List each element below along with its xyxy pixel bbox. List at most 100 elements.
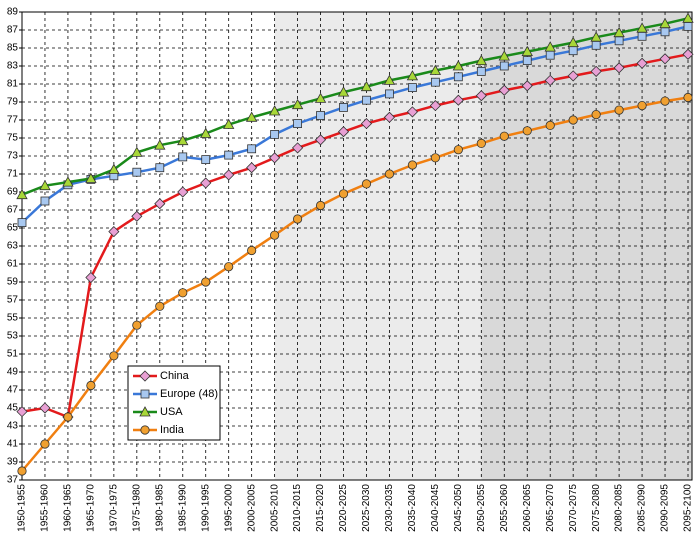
y-tick-label: 83 xyxy=(7,61,19,72)
y-tick-label: 73 xyxy=(7,151,19,162)
y-tick-label: 69 xyxy=(7,187,19,198)
x-tick-label: 2050-2055 xyxy=(476,484,487,532)
y-tick-label: 37 xyxy=(7,475,19,486)
x-tick-label: 2000-2005 xyxy=(246,484,257,532)
data-point xyxy=(247,144,257,154)
x-tick-label: 2040-2045 xyxy=(430,484,441,532)
data-point xyxy=(429,100,441,112)
data-point xyxy=(360,118,373,130)
data-point xyxy=(292,142,304,154)
data-point xyxy=(544,74,556,86)
y-tick-label: 55 xyxy=(7,313,19,324)
data-point xyxy=(385,89,394,99)
data-point xyxy=(178,288,188,298)
data-point xyxy=(200,177,212,189)
data-point xyxy=(521,45,533,56)
y-tick-label: 87 xyxy=(7,25,19,36)
data-point xyxy=(591,40,601,50)
data-point xyxy=(108,226,120,238)
y-tick-label: 57 xyxy=(7,295,19,306)
data-point xyxy=(545,50,555,60)
data-point xyxy=(406,70,419,81)
data-point xyxy=(452,94,464,106)
data-point xyxy=(291,98,304,110)
data-point xyxy=(62,176,74,187)
x-tick-label: 1965-1970 xyxy=(86,484,97,532)
data-point xyxy=(40,439,50,449)
data-point xyxy=(16,406,28,418)
data-point xyxy=(475,54,487,65)
data-point xyxy=(154,198,166,210)
data-point xyxy=(614,105,624,115)
data-point xyxy=(200,127,212,138)
data-point xyxy=(614,36,624,46)
x-tick-label: 2045-2050 xyxy=(453,484,464,532)
data-point xyxy=(521,80,533,92)
data-point xyxy=(498,50,510,61)
data-point xyxy=(85,172,97,183)
data-point xyxy=(131,210,143,222)
data-point xyxy=(476,138,486,148)
data-point xyxy=(224,262,234,272)
y-tick-label: 61 xyxy=(7,259,19,270)
x-tick-label: 2060-2065 xyxy=(522,484,533,532)
x-tick-label: 2035-2040 xyxy=(407,484,418,532)
data-point xyxy=(269,152,281,164)
data-point xyxy=(637,31,647,41)
data-point xyxy=(453,145,463,155)
x-tick-label: 2010-2015 xyxy=(292,484,303,532)
data-point xyxy=(131,146,143,157)
x-tick-label: 1960-1965 xyxy=(63,484,74,532)
data-point xyxy=(407,160,418,170)
data-point xyxy=(384,169,395,179)
data-point xyxy=(522,126,532,136)
x-tick-label: 1955-1960 xyxy=(40,484,51,532)
data-point xyxy=(63,412,73,422)
data-point xyxy=(453,72,463,82)
x-tick-label: 1995-2000 xyxy=(223,484,234,532)
data-point xyxy=(590,31,602,42)
x-tick-label: 2005-2010 xyxy=(269,484,280,532)
x-tick-label: 1970-1975 xyxy=(109,484,120,532)
x-tick-label: 2065-2070 xyxy=(545,484,556,532)
data-point xyxy=(178,152,188,162)
data-point xyxy=(362,95,371,105)
data-point xyxy=(383,111,396,123)
data-point xyxy=(637,101,647,111)
y-tick-label: 59 xyxy=(7,277,19,288)
legend-marker xyxy=(139,370,151,382)
data-point xyxy=(636,22,648,33)
data-point xyxy=(683,21,693,31)
y-tick-label: 47 xyxy=(7,385,19,396)
y-tick-label: 85 xyxy=(7,43,19,54)
data-point xyxy=(567,36,579,47)
data-point xyxy=(338,189,349,199)
legend-label: China xyxy=(160,370,190,382)
data-point xyxy=(499,61,509,71)
data-point xyxy=(39,179,51,191)
data-point xyxy=(683,92,693,103)
data-point xyxy=(314,134,327,146)
y-tick-label: 89 xyxy=(7,7,19,18)
series xyxy=(16,12,694,200)
data-point xyxy=(613,26,625,38)
data-point xyxy=(636,57,648,69)
data-point xyxy=(499,131,509,141)
data-point xyxy=(201,277,211,287)
x-tick-label: 2085-2090 xyxy=(637,484,648,532)
x-tick-label: 2075-2080 xyxy=(591,484,602,532)
data-point xyxy=(475,90,487,102)
data-point xyxy=(314,92,327,103)
x-tick-label: 2080-2085 xyxy=(614,484,625,532)
series xyxy=(17,92,693,476)
data-point xyxy=(40,196,50,206)
data-point xyxy=(545,120,555,131)
data-point xyxy=(544,41,556,52)
y-tick-label: 75 xyxy=(7,133,19,144)
x-tick-label: 2090-2095 xyxy=(660,484,671,532)
data-point xyxy=(361,179,372,189)
x-tick-label: 2020-2025 xyxy=(338,484,349,532)
data-point xyxy=(86,380,96,391)
data-point xyxy=(177,186,189,198)
